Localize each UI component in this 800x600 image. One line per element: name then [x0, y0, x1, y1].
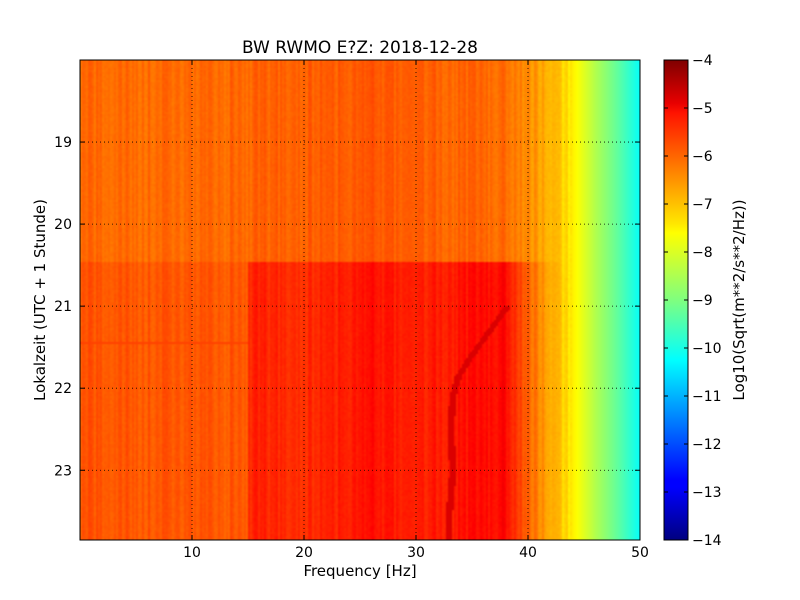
- y-tick-label: 22: [54, 381, 72, 397]
- colorbar-tick-label: −9: [692, 293, 713, 309]
- x-tick-label: 40: [519, 545, 537, 561]
- grid-lines: [80, 60, 640, 540]
- colorbar-tick-label: −10: [692, 341, 722, 357]
- y-tick-label: 21: [54, 299, 72, 315]
- chart-title: BW RWMO E?Z: 2018-12-28: [242, 38, 478, 58]
- colorbar-tick-label: −4: [692, 53, 713, 69]
- colorbar-tick-label: −6: [692, 149, 713, 165]
- colorbar-tick-label: −7: [692, 197, 713, 213]
- y-axis: 19 20 21 22 23: [54, 135, 640, 479]
- colorbar-tick-label: −5: [692, 101, 713, 117]
- colorbar-tick-label: −14: [692, 533, 722, 549]
- x-axis: 10 20 30 40 50: [183, 60, 649, 561]
- spectrogram-heatmap: [80, 60, 640, 540]
- colorbar-tick-label: −8: [692, 245, 713, 261]
- y-axis-label: Lokalzeit (UTC + 1 Stunde): [31, 199, 49, 401]
- colorbar: −4 −5 −6 −7 −8 −9 −10 −11 −12 −13 −14 Log10(Sqrt(m…: [663, 53, 748, 549]
- plot-area: [79, 59, 641, 541]
- plot-frame: [79, 59, 641, 541]
- x-tick-label: 10: [183, 545, 201, 561]
- x-tick-label: 30: [407, 545, 425, 561]
- y-tick-label: 19: [54, 135, 72, 151]
- colorbar-tick-label: −11: [692, 389, 722, 405]
- colorbar-label: Log10(Sqrt(m**2/s**2/Hz)): [730, 199, 748, 400]
- y-tick-label: 20: [54, 217, 72, 233]
- x-tick-label: 20: [295, 545, 313, 561]
- colorbar-tick-label: −12: [692, 437, 722, 453]
- x-axis-label: Frequency [Hz]: [303, 562, 416, 580]
- colorbar-tick-label: −13: [692, 485, 722, 501]
- colorbar-ticks: −4 −5 −6 −7 −8 −9 −10 −11 −12 −13 −14: [664, 53, 722, 549]
- x-tick-label: 50: [631, 545, 649, 561]
- y-tick-label: 23: [54, 463, 72, 479]
